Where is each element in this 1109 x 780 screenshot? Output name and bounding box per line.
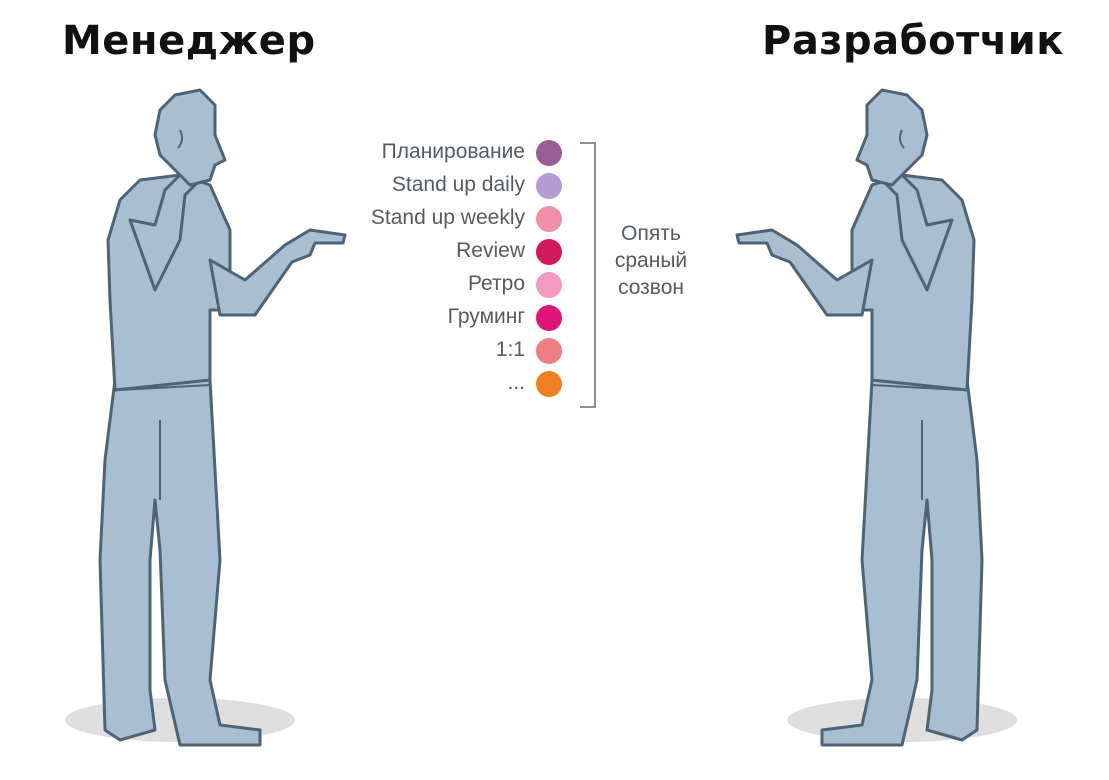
legend-item-more: ... [300,369,570,402]
legend-dot [536,206,562,232]
legend-label: Груминг [447,305,525,328]
developer-figure [735,88,1017,747]
legend-label: Review [456,239,525,262]
legend-label: ... [507,371,525,394]
legend-bracket [580,142,596,408]
bracket-caption: Опять сраный созвон [614,222,688,299]
legend-dot [536,173,562,199]
legend-item-planning: Планирование [300,138,570,171]
manager-title: Менеджер [62,18,316,64]
legend-label: 1:1 [495,338,525,361]
legend-dot [536,371,562,397]
legend-item-standup-daily: Stand up daily [300,171,570,204]
legend-dot [536,338,562,364]
legend-item-one-on-one: 1:1 [300,336,570,369]
legend-dot [536,140,562,166]
legend-dot [536,239,562,265]
legend-label: Stand up weekly [370,206,525,229]
legend-item-review: Review [300,237,570,270]
meeting-legend: Планирование Stand up daily Stand up wee… [300,138,570,402]
legend-dot [536,272,562,298]
legend-label: Stand up daily [391,173,525,196]
legend-dot [536,305,562,331]
legend-item-retro: Ретро [300,270,570,303]
manager-figure [65,88,347,747]
legend-item-grooming: Груминг [300,303,570,336]
legend-item-standup-weekly: Stand up weekly [300,204,570,237]
developer-title: Разработчик [762,18,1064,64]
legend-label: Ретро [467,272,525,295]
legend-label: Планирование [381,140,525,163]
